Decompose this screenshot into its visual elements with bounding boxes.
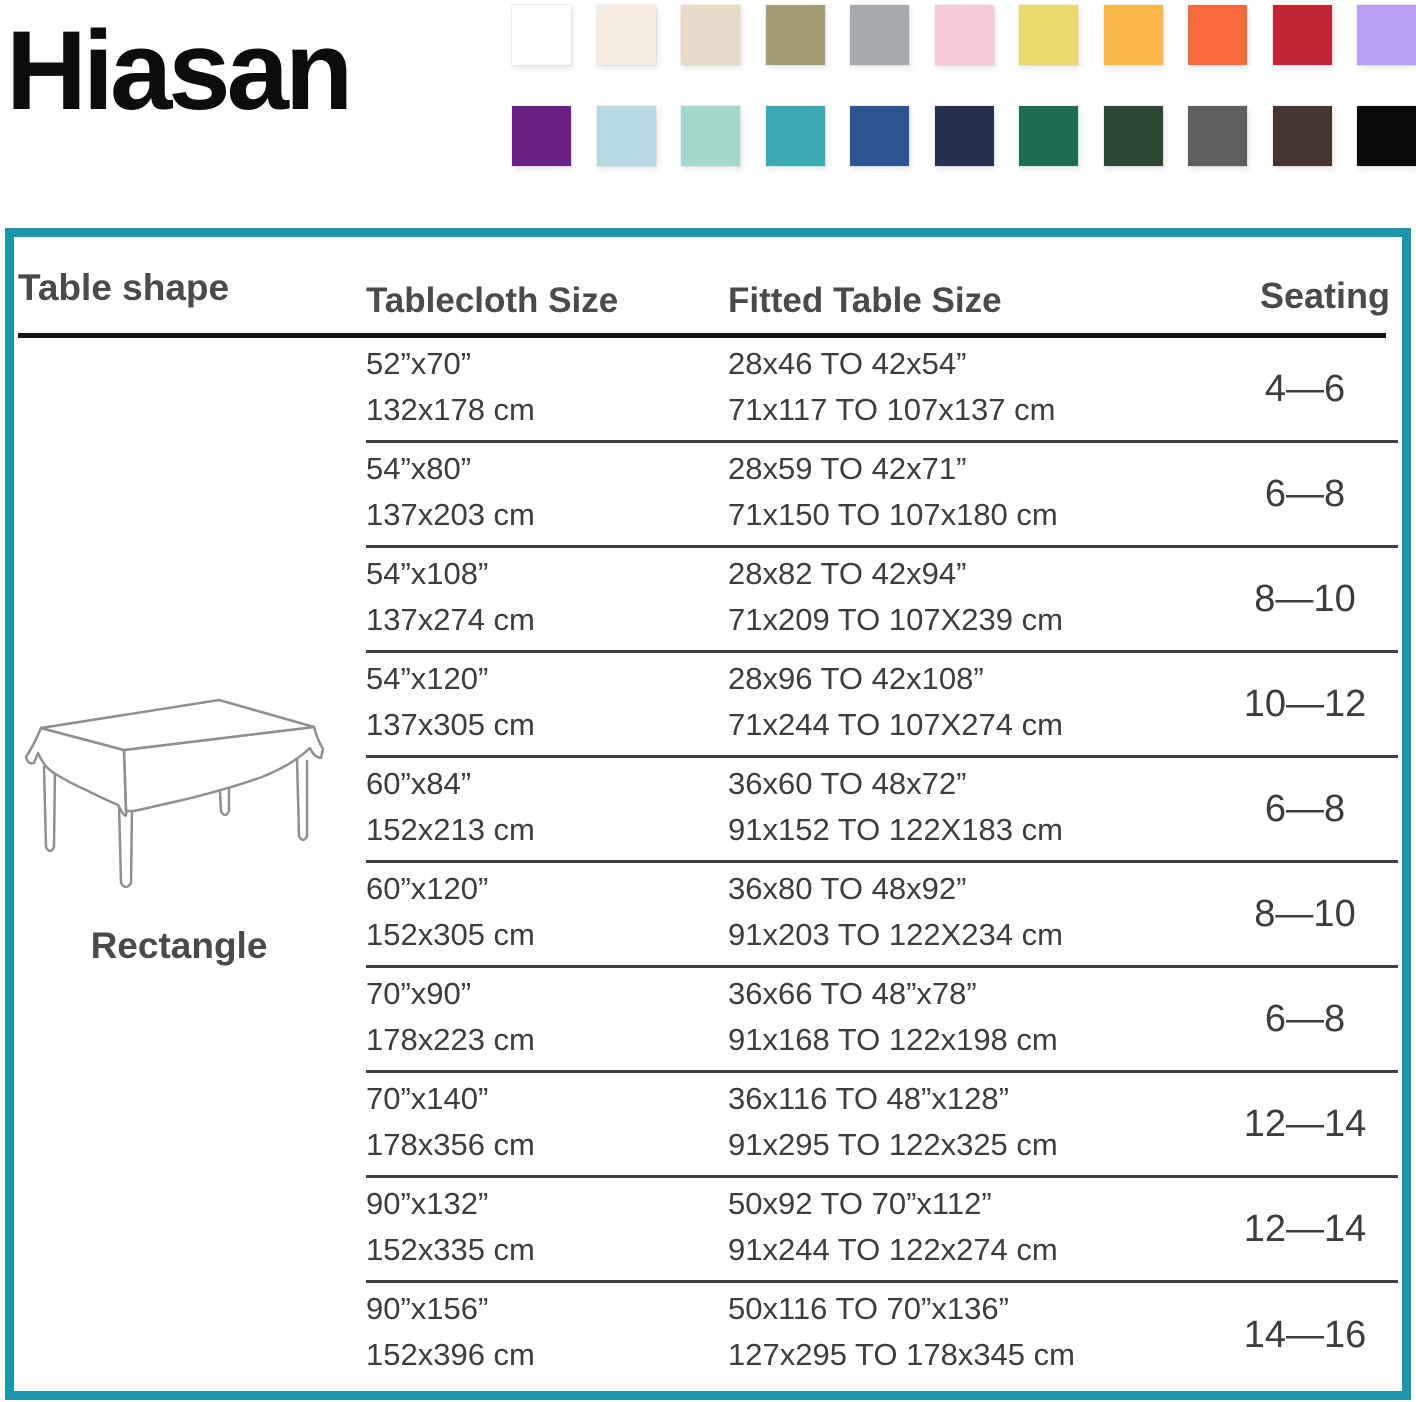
tablecloth-size-inches: 70”x140” — [366, 1081, 489, 1116]
color-swatch — [765, 5, 825, 65]
color-swatch — [1103, 5, 1163, 65]
size-rows: 52”x70” 132x178 cm 28x46 TO 42x54” 71x117 T… — [366, 338, 1398, 1388]
color-swatch — [596, 106, 656, 166]
color-swatch — [934, 5, 994, 65]
tablecloth-size-cm: 178x356 cm — [366, 1127, 535, 1162]
tablecloth-size-cm: 152x305 cm — [366, 917, 535, 952]
tablecloth-size-cm: 137x203 cm — [366, 497, 535, 532]
column-header-seating: Seating — [1259, 275, 1390, 316]
column-header-fitted-table-size: Fitted Table Size — [728, 281, 1002, 320]
color-swatch — [681, 106, 740, 166]
color-swatch — [596, 5, 656, 65]
color-swatch — [850, 5, 909, 65]
color-swatch — [512, 5, 571, 65]
tablecloth-size-inches: 54”x80” — [366, 451, 472, 486]
fitted-size-cm: 91x168 TO 122x198 cm — [728, 1022, 1058, 1057]
seating-cell: 10—12 — [1243, 682, 1367, 725]
rectangle-table-illustration — [24, 698, 324, 889]
tablecloth-size-inches: 54”x108” — [366, 556, 489, 591]
fitted-size-inches: 36x60 TO 48x72” — [728, 766, 967, 801]
seating-cell: 6—8 — [1264, 472, 1346, 515]
fitted-size-cm: 91x295 TO 122x325 cm — [728, 1127, 1058, 1162]
color-swatch — [512, 106, 571, 166]
color-swatch — [681, 5, 740, 65]
tablecloth-size-inches: 90”x132” — [366, 1186, 489, 1221]
color-swatch — [850, 106, 909, 166]
seating-cell: 8—10 — [1254, 577, 1356, 620]
fitted-size-cm: 71x244 TO 107X274 cm — [728, 707, 1063, 742]
table-row: 54”x80” 137x203 cm 28x59 TO 42x71” 71x150 T… — [366, 443, 1398, 548]
table-row: 70”x140” 178x356 cm 36x116 TO 48”x128” 91x2… — [366, 1073, 1398, 1178]
fitted-size-inches: 50x92 TO 70”x112” — [728, 1186, 992, 1221]
fitted-size-inches: 36x116 TO 48”x128” — [728, 1081, 1009, 1116]
table-shape-label: Rectangle — [90, 925, 268, 966]
brand-logo: Hiasan — [6, 8, 353, 133]
tablecloth-size-inches: 70”x90” — [366, 976, 472, 1011]
table-row: 52”x70” 132x178 cm 28x46 TO 42x54” 71x117 T… — [366, 338, 1398, 443]
fitted-size-inches: 28x59 TO 42x71” — [728, 451, 967, 486]
tablecloth-size-cm: 152x213 cm — [366, 812, 535, 847]
table-row: 70”x90” 178x223 cm 36x66 TO 48”x78” 91x168 … — [366, 968, 1398, 1073]
fitted-size-inches: 50x116 TO 70”x136” — [728, 1291, 1009, 1326]
tablecloth-size-inches: 54”x120” — [366, 661, 489, 696]
color-swatch — [1357, 5, 1416, 65]
table-row: 60”x84” 152x213 cm 36x60 TO 48x72” 91x152 T… — [366, 758, 1398, 863]
tablecloth-size-inches: 90”x156” — [366, 1291, 489, 1326]
column-header-tablecloth-size: Tablecloth Size — [366, 281, 619, 320]
color-swatch — [765, 106, 825, 166]
tablecloth-size-cm: 152x335 cm — [366, 1232, 535, 1267]
color-swatch — [1019, 106, 1078, 166]
fitted-size-inches: 36x66 TO 48”x78” — [728, 976, 977, 1011]
table-row: 60”x120” 152x305 cm 36x80 TO 48x92” 91x203 … — [366, 863, 1398, 968]
fitted-size-cm: 91x203 TO 122X234 cm — [728, 917, 1063, 952]
header-divider-line — [18, 333, 1386, 338]
seating-cell: 12—14 — [1243, 1207, 1367, 1250]
tablecloth-size-cm: 152x396 cm — [366, 1337, 535, 1372]
seating-cell: 12—14 — [1243, 1102, 1367, 1145]
color-swatch — [1019, 5, 1078, 65]
fitted-size-cm: 71x117 TO 107x137 cm — [728, 392, 1056, 427]
table-row: 90”x156” 152x396 cm 50x116 TO 70”x136” 127x… — [366, 1283, 1398, 1388]
seating-cell: 4—6 — [1264, 367, 1346, 410]
tablecloth-size-inches: 60”x84” — [366, 766, 472, 801]
tablecloth-size-inches: 60”x120” — [366, 871, 489, 906]
tablecloth-size-cm: 137x274 cm — [366, 602, 535, 637]
size-chart-table: Table shape Tablecloth Size Fitted Table… — [5, 228, 1411, 1400]
color-swatch — [934, 106, 994, 166]
seating-cell: 8—10 — [1254, 892, 1356, 935]
fitted-size-cm: 91x244 TO 122x274 cm — [728, 1232, 1058, 1267]
table-row: 54”x120” 137x305 cm 28x96 TO 42x108” 71x244… — [366, 653, 1398, 758]
fitted-size-inches: 28x46 TO 42x54” — [728, 346, 967, 381]
color-swatch — [1103, 106, 1163, 166]
seating-cell: 14—16 — [1243, 1314, 1367, 1356]
color-swatch — [1188, 5, 1247, 65]
tablecloth-size-cm: 178x223 cm — [366, 1022, 535, 1057]
tablecloth-size-cm: 132x178 cm — [366, 392, 535, 427]
seating-cell: 6—8 — [1264, 787, 1346, 830]
fitted-size-cm: 71x150 TO 107x180 cm — [728, 497, 1058, 532]
seating-cell: 6—8 — [1264, 997, 1346, 1040]
color-swatch — [1272, 106, 1332, 166]
tablecloth-size-cm: 137x305 cm — [366, 707, 535, 742]
color-swatch — [1272, 5, 1332, 65]
column-header-table-shape: Table shape — [18, 267, 230, 308]
color-swatch — [1357, 106, 1416, 166]
fitted-size-inches: 28x96 TO 42x108” — [728, 661, 984, 696]
fitted-size-cm: 127x295 TO 178x345 cm — [728, 1337, 1075, 1372]
color-swatch-grid — [512, 5, 1416, 170]
table-row: 90”x132” 152x335 cm 50x92 TO 70”x112” 91x24… — [366, 1178, 1398, 1283]
fitted-size-cm: 91x152 TO 122X183 cm — [728, 812, 1063, 847]
tablecloth-size-inches: 52”x70” — [366, 346, 472, 381]
fitted-size-inches: 36x80 TO 48x92” — [728, 871, 967, 906]
fitted-size-cm: 71x209 TO 107X239 cm — [728, 602, 1063, 637]
color-swatch — [1188, 106, 1247, 166]
fitted-size-inches: 28x82 TO 42x94” — [728, 556, 967, 591]
table-row: 54”x108” 137x274 cm 28x82 TO 42x94” 71x209 … — [366, 548, 1398, 653]
